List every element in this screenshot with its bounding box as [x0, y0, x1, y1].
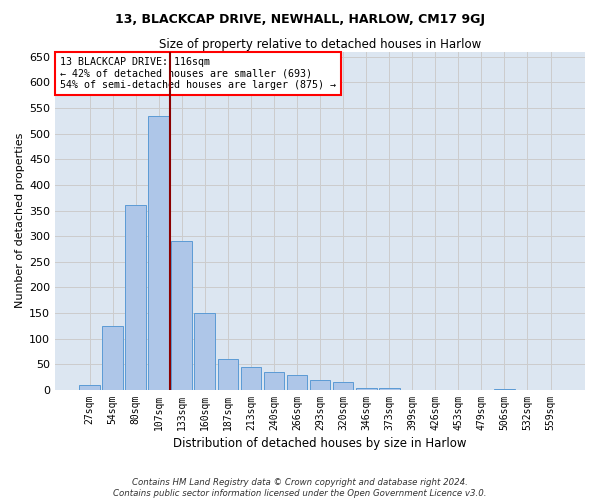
Bar [494, 389, 515, 390]
Bar [102, 326, 123, 390]
Y-axis label: Number of detached properties: Number of detached properties [15, 133, 25, 308]
Text: Contains HM Land Registry data © Crown copyright and database right 2024.
Contai: Contains HM Land Registry data © Crown c… [113, 478, 487, 498]
Bar [263, 372, 284, 390]
Bar [241, 367, 262, 390]
Text: 13 BLACKCAP DRIVE: 116sqm
← 42% of detached houses are smaller (693)
54% of semi: 13 BLACKCAP DRIVE: 116sqm ← 42% of detac… [61, 56, 337, 90]
Bar [356, 388, 377, 390]
Bar [79, 385, 100, 390]
X-axis label: Distribution of detached houses by size in Harlow: Distribution of detached houses by size … [173, 437, 467, 450]
Title: Size of property relative to detached houses in Harlow: Size of property relative to detached ho… [159, 38, 481, 51]
Bar [310, 380, 331, 390]
Bar [172, 242, 192, 390]
Bar [194, 313, 215, 390]
Bar [379, 388, 400, 390]
Bar [125, 206, 146, 390]
Text: 13, BLACKCAP DRIVE, NEWHALL, HARLOW, CM17 9GJ: 13, BLACKCAP DRIVE, NEWHALL, HARLOW, CM1… [115, 12, 485, 26]
Bar [333, 382, 353, 390]
Bar [148, 116, 169, 390]
Bar [287, 374, 307, 390]
Bar [218, 359, 238, 390]
